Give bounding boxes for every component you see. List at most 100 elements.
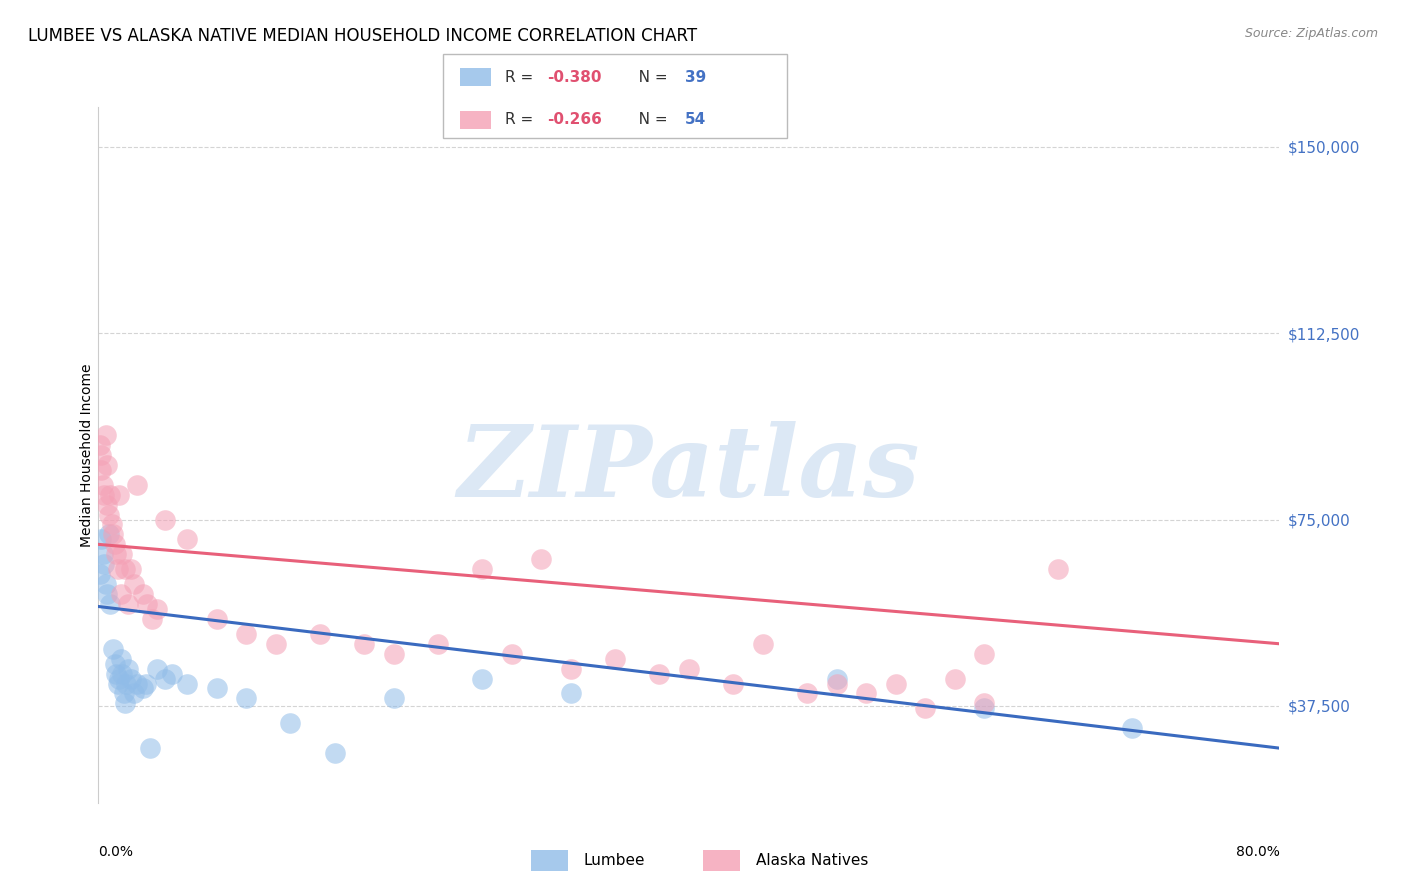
Point [115, 676, 138, 690]
Point [162, 666, 183, 681]
Point [884, 676, 907, 690]
Text: -0.266: -0.266 [547, 112, 602, 128]
Point [98, 597, 121, 611]
Text: -0.380: -0.380 [547, 70, 602, 85]
Text: N =: N = [624, 70, 672, 85]
Point [132, 587, 155, 601]
Point [89, 567, 111, 582]
Text: R =: R = [505, 112, 538, 128]
Point [135, 676, 157, 690]
Point [111, 547, 134, 561]
Point [721, 676, 744, 690]
Text: R =: R = [505, 70, 538, 85]
Point [91, 477, 114, 491]
Point [678, 662, 700, 676]
Text: 39: 39 [685, 70, 706, 85]
Point [93, 488, 115, 502]
Point [605, 651, 627, 665]
Point [382, 691, 405, 706]
Text: Source: ZipAtlas.com: Source: ZipAtlas.com [1244, 27, 1378, 40]
Point [105, 547, 128, 561]
Point [120, 672, 142, 686]
Point [104, 537, 127, 551]
Point [751, 637, 773, 651]
Point [560, 662, 582, 676]
Point [111, 666, 134, 681]
Point [96, 458, 118, 472]
Point [96, 587, 118, 601]
Text: LUMBEE VS ALASKA NATIVE MEDIAN HOUSEHOLD INCOME CORRELATION CHART: LUMBEE VS ALASKA NATIVE MEDIAN HOUSEHOLD… [28, 27, 697, 45]
Point [122, 686, 145, 700]
Point [353, 637, 375, 651]
Point [103, 527, 125, 541]
Point [100, 517, 122, 532]
Text: 80.0%: 80.0% [1236, 845, 1279, 858]
Point [93, 558, 115, 572]
Point [110, 651, 132, 665]
Point [323, 746, 346, 760]
Point [796, 686, 818, 700]
Point [471, 562, 494, 576]
Point [235, 691, 257, 706]
Point [108, 672, 131, 686]
Point [141, 612, 163, 626]
Point [973, 647, 995, 661]
Point [136, 597, 159, 611]
Point [914, 701, 936, 715]
Point [153, 512, 176, 526]
Point [94, 577, 117, 591]
Point [89, 438, 111, 452]
Point [117, 662, 139, 676]
Point [117, 597, 139, 611]
Point [264, 637, 287, 651]
Point [122, 577, 145, 591]
Point [973, 701, 995, 715]
Point [96, 498, 118, 512]
Point [427, 637, 450, 651]
Point [107, 676, 129, 690]
Point [139, 741, 162, 756]
Point [125, 477, 148, 491]
Point [125, 676, 148, 690]
Point [1046, 562, 1069, 576]
Text: Lumbee: Lumbee [583, 854, 645, 868]
Point [560, 686, 582, 700]
Point [146, 662, 169, 676]
Point [90, 463, 112, 477]
Text: 54: 54 [685, 112, 706, 128]
Point [91, 547, 114, 561]
Point [309, 627, 332, 641]
Point [1121, 721, 1143, 735]
Point [153, 672, 176, 686]
Text: ZIPatlas: ZIPatlas [458, 421, 920, 517]
Text: 0.0%: 0.0% [98, 845, 134, 858]
Point [943, 672, 966, 686]
Point [973, 697, 995, 711]
Point [855, 686, 877, 700]
Point [648, 666, 671, 681]
Point [132, 681, 155, 696]
Point [98, 488, 121, 502]
Point [90, 533, 112, 547]
Point [97, 527, 120, 541]
Point [120, 562, 142, 576]
Point [825, 672, 848, 686]
Point [108, 488, 131, 502]
Point [471, 672, 494, 686]
Point [235, 627, 257, 641]
Point [530, 552, 553, 566]
Point [205, 681, 228, 696]
Point [114, 562, 136, 576]
Text: Alaska Natives: Alaska Natives [756, 854, 869, 868]
Point [176, 676, 198, 690]
Point [176, 533, 198, 547]
Point [107, 562, 129, 576]
Point [205, 612, 228, 626]
Point [146, 602, 169, 616]
Point [97, 508, 120, 522]
Point [94, 428, 117, 442]
Text: N =: N = [624, 112, 672, 128]
Point [825, 676, 848, 690]
Point [278, 716, 302, 731]
Point [112, 686, 135, 700]
